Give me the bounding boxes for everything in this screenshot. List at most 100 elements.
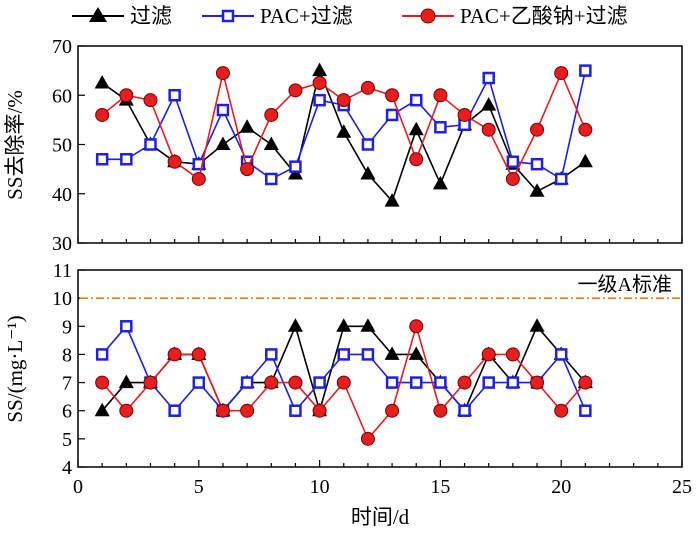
top-point-filtration <box>215 136 231 150</box>
bottom-point-pac-acetate-filtration <box>578 375 593 390</box>
bottom-point-pac-acetate-filtration <box>530 375 545 390</box>
bottom-point-pac-acetate-filtration <box>264 375 279 390</box>
bottom-ytick-label: 7 <box>62 373 72 395</box>
top-point-filtration <box>481 97 497 111</box>
bottom-point-filtration <box>384 346 400 360</box>
bottom-point-filtration <box>360 318 376 332</box>
top-point-pac-filtration <box>168 89 181 102</box>
legend-label-pac-filtration: PAC+过滤 <box>260 4 353 28</box>
bottom-point-pac-acetate-filtration <box>385 403 400 418</box>
bottom-point-pac-acetate-filtration <box>215 403 230 418</box>
top-series-filtration <box>94 62 593 207</box>
bottom-ytick-label: 5 <box>62 429 72 451</box>
top-point-pac-filtration <box>265 172 278 186</box>
top-point-pac-filtration <box>192 157 206 171</box>
bottom-point-pac-acetate-filtration <box>360 431 375 446</box>
bottom-point-pac-filtration <box>289 404 302 417</box>
bottom-point-pac-filtration <box>506 376 520 389</box>
bottom-point-pac-acetate-filtration <box>167 347 182 362</box>
top-point-filtration <box>94 74 110 89</box>
top-point-pac-acetate-filtration <box>505 171 520 186</box>
xtick-label: 20 <box>551 476 571 498</box>
bottom-point-pac-acetate-filtration <box>288 375 303 390</box>
bottom-series-filtration <box>94 318 593 417</box>
bottom-point-pac-filtration <box>265 348 278 361</box>
top-point-pac-filtration <box>120 153 133 166</box>
bottom-point-pac-filtration <box>361 348 375 361</box>
xtick-label: 25 <box>672 476 692 498</box>
top-ytick-label: 30 <box>52 233 72 255</box>
legend-marker-square <box>221 9 235 23</box>
bottom-series-pac-filtration <box>95 320 592 417</box>
legend: 过滤 PAC+过滤 PAC+乙酸钠+过滤 <box>72 4 628 28</box>
top-point-pac-acetate-filtration <box>312 75 327 90</box>
top-point-pac-filtration <box>482 71 495 85</box>
top-point-filtration <box>384 193 400 207</box>
bottom-point-pac-acetate-filtration <box>119 403 134 418</box>
bottom-panel-frame <box>77 269 683 468</box>
bottom-ytick-label: 6 <box>62 401 72 423</box>
bottom-point-pac-acetate-filtration <box>191 347 206 362</box>
bottom-panel-ylabel: SS/(mg·L⁻¹) <box>3 315 27 422</box>
legend-entry-pac-filtration: PAC+过滤 <box>202 4 353 28</box>
xtick-label: 0 <box>73 476 83 498</box>
top-point-pac-filtration <box>434 121 447 134</box>
top-point-pac-filtration <box>385 108 399 122</box>
top-panel-ylabel: SS去除率/% <box>3 90 27 200</box>
top-point-filtration <box>336 124 352 138</box>
legend-marker-circle <box>420 8 436 24</box>
top-point-filtration <box>577 153 593 168</box>
bottom-point-pac-filtration <box>337 348 351 361</box>
top-point-pac-acetate-filtration <box>385 88 400 103</box>
top-point-pac-acetate-filtration <box>264 107 279 122</box>
top-point-pac-acetate-filtration <box>554 66 569 81</box>
top-point-pac-acetate-filtration <box>143 93 158 108</box>
top-point-pac-acetate-filtration <box>215 66 230 81</box>
top-point-pac-acetate-filtration <box>409 152 424 167</box>
top-point-pac-acetate-filtration <box>119 88 134 103</box>
top-point-pac-acetate-filtration <box>578 122 593 137</box>
top-point-pac-filtration <box>554 172 568 186</box>
top-ytick-label: 40 <box>52 184 72 206</box>
bottom-panel-axes: 4 5 6 7 8 9 10 11 0 5 10 15 20 25 <box>52 260 692 498</box>
top-point-pac-acetate-filtration <box>336 93 351 108</box>
top-ytick-label: 60 <box>52 85 72 107</box>
top-point-pac-acetate-filtration <box>530 122 545 137</box>
bottom-ytick-label: 11 <box>53 260 72 282</box>
bottom-point-pac-acetate-filtration <box>240 403 255 418</box>
top-point-pac-filtration <box>313 93 326 107</box>
top-point-pac-acetate-filtration <box>360 80 375 95</box>
bottom-series-pac-acetate-filtration <box>95 319 593 446</box>
top-point-pac-acetate-filtration <box>457 107 472 122</box>
top-point-pac-filtration <box>579 64 592 77</box>
top-panel-marks <box>94 62 593 207</box>
bottom-point-pac-acetate-filtration <box>95 375 110 390</box>
top-point-pac-acetate-filtration <box>288 83 303 98</box>
bottom-point-pac-acetate-filtration <box>505 347 520 362</box>
top-ytick-label: 50 <box>52 135 72 157</box>
top-point-filtration <box>432 175 448 190</box>
top-ytick-label: 70 <box>52 36 72 58</box>
bottom-point-pac-filtration <box>313 376 326 389</box>
top-point-pac-acetate-filtration <box>481 122 496 137</box>
top-point-filtration <box>263 136 279 150</box>
bottom-point-pac-acetate-filtration <box>143 375 158 390</box>
bottom-point-pac-filtration <box>458 404 471 417</box>
bottom-point-filtration <box>529 318 545 332</box>
top-point-filtration <box>239 119 255 133</box>
standard-reference-label: 一级A标准 <box>578 273 672 296</box>
bottom-point-pac-acetate-filtration <box>409 319 424 334</box>
top-point-pac-filtration <box>289 160 302 173</box>
top-panel-axes: 30 40 50 60 70 <box>52 36 683 255</box>
top-point-pac-acetate-filtration <box>433 88 448 103</box>
bottom-point-pac-filtration <box>554 348 568 361</box>
bottom-series-line-pac-filtration <box>101 324 587 413</box>
bottom-ytick-label: 10 <box>52 288 72 310</box>
bottom-point-pac-acetate-filtration <box>554 403 569 418</box>
bottom-point-pac-filtration <box>168 404 181 417</box>
top-point-filtration <box>408 121 424 136</box>
bottom-point-pac-filtration <box>482 376 495 389</box>
top-point-filtration <box>312 62 328 77</box>
bottom-point-pac-filtration <box>192 376 206 389</box>
bottom-ytick-label: 8 <box>62 344 72 366</box>
